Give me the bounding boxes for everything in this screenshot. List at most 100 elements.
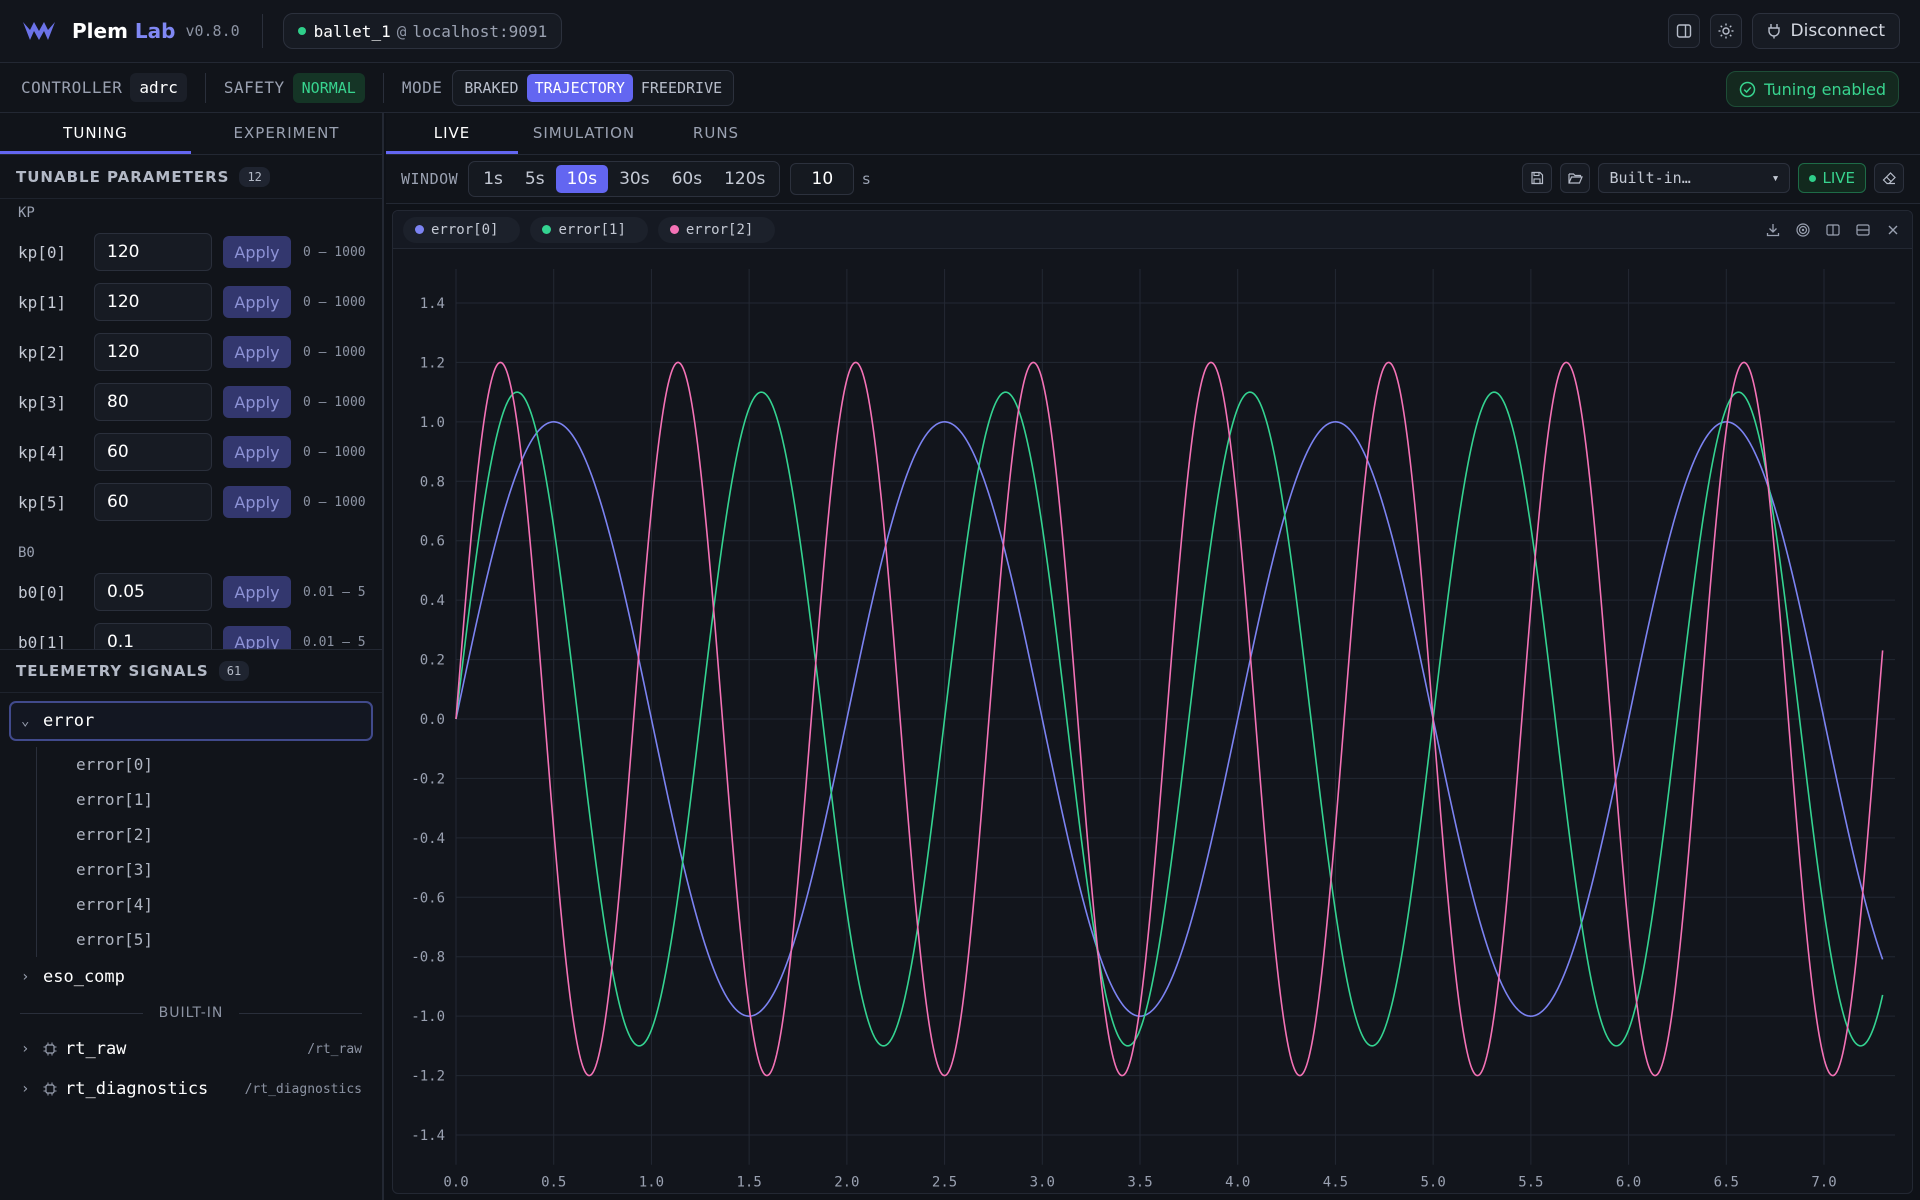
live-toggle-button[interactable]: LIVE — [1798, 163, 1866, 193]
split-vertical-icon — [1826, 224, 1840, 236]
signal-item[interactable]: error[4] — [76, 895, 154, 914]
y-tick-label: 0.0 — [420, 712, 445, 728]
apply-button[interactable]: Apply — [223, 436, 291, 468]
divider — [261, 14, 263, 48]
y-tick-label: 1.4 — [420, 296, 445, 312]
tab-tuning[interactable]: TUNING — [0, 113, 191, 154]
export-button[interactable] — [1762, 219, 1784, 241]
apply-button[interactable]: Apply — [223, 486, 291, 518]
telemetry-count-badge: 61 — [218, 661, 250, 681]
builtin-label: BUILT-IN — [158, 1005, 224, 1021]
window-seconds-input[interactable]: 10 — [790, 163, 855, 195]
open-layout-button[interactable] — [1560, 163, 1591, 193]
params-list[interactable]: KP kp[0] 120 Apply 0 – 1000 kp[1] 120 Ap… — [0, 199, 382, 649]
tab-simulation[interactable]: SIMULATION — [532, 124, 636, 142]
mode-freedrive-button[interactable]: FREEDRIVE — [640, 78, 723, 97]
apply-button[interactable]: Apply — [223, 236, 291, 268]
apply-button[interactable]: Apply — [223, 336, 291, 368]
tree-node-error[interactable]: ⌄ error — [9, 701, 373, 741]
theme-toggle-button[interactable] — [1709, 14, 1742, 48]
tree-node-label: error — [43, 711, 95, 731]
param-group-b0: B0 — [18, 545, 35, 561]
x-tick-label: 2.0 — [834, 1175, 859, 1191]
divider — [382, 72, 384, 103]
window-10s-button[interactable]: 10s — [555, 165, 609, 193]
param-value-input[interactable]: 120 — [94, 333, 212, 371]
signal-item[interactable]: error[2] — [76, 825, 154, 844]
sun-icon — [1718, 23, 1734, 39]
x-tick-label: 5.5 — [1518, 1175, 1543, 1191]
param-value-input[interactable]: 0.05 — [94, 573, 212, 611]
param-range: 0.01 – 5 — [303, 584, 366, 600]
param-value-input[interactable]: 80 — [94, 383, 212, 421]
param-value-input[interactable]: 0.1 — [94, 623, 212, 649]
close-plot-button[interactable] — [1882, 219, 1904, 241]
live-dot — [1809, 174, 1817, 182]
apply-button[interactable]: Apply — [223, 576, 291, 608]
y-tick-label: 0.6 — [420, 534, 445, 550]
param-value-input[interactable]: 120 — [94, 283, 212, 321]
controller-label: CONTROLLER — [21, 78, 123, 97]
apply-button[interactable]: Apply — [223, 286, 291, 318]
tree-node-rt-diagnostics[interactable]: › rt_diagnostics /rt_diagnostics — [0, 1069, 382, 1109]
tree-node-label: eso_comp — [43, 967, 125, 987]
mode-trajectory-button[interactable]: TRAJECTORY — [526, 73, 633, 102]
apply-button[interactable]: Apply — [223, 386, 291, 418]
chevron-right-icon: › — [21, 969, 30, 985]
window-60s-button[interactable]: 60s — [671, 169, 703, 189]
divider — [204, 72, 206, 103]
live-label: LIVE — [1822, 169, 1855, 187]
preset-select[interactable]: Built-in… ▾ — [1598, 163, 1791, 193]
param-value-input[interactable]: 60 — [94, 433, 212, 471]
tab-runs[interactable]: RUNS — [692, 124, 740, 142]
close-icon — [1888, 225, 1898, 235]
tree-node-eso-comp[interactable]: › eso_comp — [0, 957, 382, 997]
window-30s-button[interactable]: 30s — [619, 169, 650, 189]
tab-live[interactable]: LIVE — [386, 113, 518, 154]
safety-status-badge: NORMAL — [292, 72, 365, 103]
param-value-input[interactable]: 60 — [94, 483, 212, 521]
builtin-path: /rt_diagnostics — [244, 1081, 362, 1097]
telemetry-section-header: TELEMETRY SIGNALS 61 — [0, 649, 382, 693]
split-vertical-button[interactable] — [1822, 219, 1844, 241]
signal-item[interactable]: error[3] — [76, 860, 154, 879]
series-chip-error0[interactable]: error[0] — [403, 216, 521, 243]
window-120s-button[interactable]: 120s — [724, 169, 766, 189]
focus-button[interactable] — [1792, 219, 1814, 241]
apply-button[interactable]: Apply — [223, 626, 291, 649]
y-tick-label: 1.2 — [420, 355, 445, 371]
chevron-down-icon: ⌄ — [21, 713, 30, 729]
toggle-sidebar-button[interactable] — [1667, 14, 1700, 48]
series-label: error[2] — [685, 221, 754, 238]
error-plot[interactable]: 0.0 0.5 1.0 1.5 2.0 2.5 3.0 3.5 4.0 4.5 5.0 5.5 6.0 6… — [393, 249, 1912, 1193]
app-version: v0.8.0 — [185, 22, 240, 40]
window-5s-button[interactable]: 5s — [524, 169, 545, 189]
series-label: error[1] — [558, 221, 626, 238]
x-tick-label: 5.0 — [1420, 1175, 1445, 1191]
y-tick-label: 1.0 — [420, 415, 445, 431]
tree-node-rt-raw[interactable]: › rt_raw /rt_raw — [0, 1029, 382, 1069]
main-tabs: LIVE SIMULATION RUNS — [386, 113, 1920, 155]
top-bar: Plem Lab v0.8.0 ballet_1 @ localhost:909… — [0, 0, 1920, 63]
window-1s-button[interactable]: 1s — [483, 169, 503, 189]
telemetry-title: TELEMETRY SIGNALS — [16, 662, 209, 680]
param-value-input[interactable]: 120 — [94, 233, 212, 271]
mode-braked-button[interactable]: BRAKED — [464, 78, 519, 97]
param-name: kp[4] — [18, 442, 67, 462]
disconnect-button[interactable]: Disconnect — [1751, 13, 1900, 49]
save-layout-button[interactable] — [1522, 163, 1553, 193]
split-horizontal-button[interactable] — [1852, 219, 1874, 241]
signal-item[interactable]: error[1] — [76, 790, 154, 809]
x-tick-label: 0.0 — [443, 1175, 468, 1191]
mode-selector: BRAKED TRAJECTORY FREEDRIVE — [452, 69, 735, 106]
signal-item[interactable]: error[5] — [76, 930, 154, 949]
status-bar: CONTROLLER adrc SAFETY NORMAL MODE BRAKE… — [0, 63, 1920, 113]
clear-plot-button[interactable] — [1874, 163, 1904, 193]
signal-item[interactable]: error[0] — [76, 755, 154, 774]
series-chip-error1[interactable]: error[1] — [530, 216, 648, 243]
connection-pill[interactable]: ballet_1 @ localhost:9091 — [282, 13, 563, 49]
tab-experiment[interactable]: EXPERIMENT — [233, 124, 340, 142]
connection-status-dot — [297, 27, 306, 35]
check-circle-icon — [1739, 81, 1756, 97]
series-chip-error2[interactable]: error[2] — [657, 216, 776, 243]
